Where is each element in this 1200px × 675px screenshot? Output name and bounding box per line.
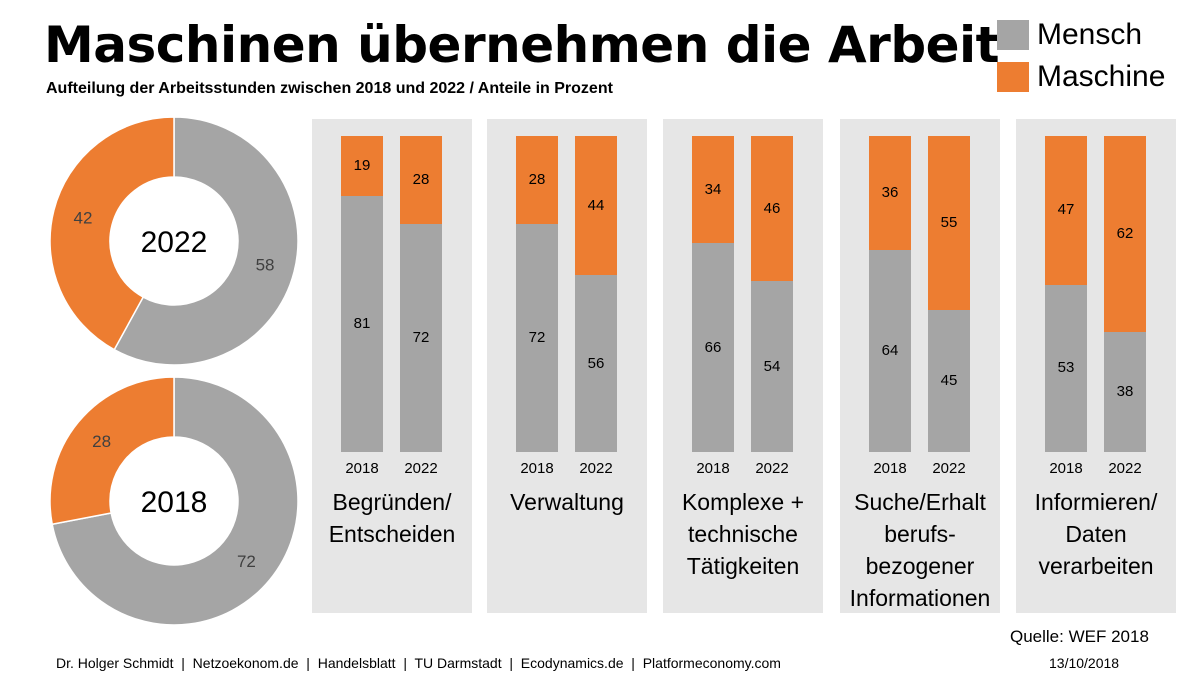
donut-svg-2022: 58 42 2022	[49, 116, 299, 366]
bar-segment-maschine	[869, 136, 911, 250]
bar-panel: 28 72 2018 44 56 2022 Verwaltung	[487, 119, 647, 613]
bar-segment-maschine	[341, 136, 383, 197]
donut-slice-maschine	[49, 376, 175, 526]
donut-value-label-mensch: 72	[237, 552, 256, 571]
donut-chart-2018: 72 28 2018	[48, 375, 300, 627]
bar-segment-maschine	[928, 136, 970, 310]
chart-title: Maschinen übernehmen die Arbeit	[44, 16, 1000, 74]
bar-year-label: 2022	[932, 460, 966, 477]
bar-segment-mensch	[516, 224, 558, 452]
bar-segment-maschine	[575, 136, 617, 276]
bar-year-label: 2022	[1108, 460, 1142, 477]
category-label: Informieren/ Daten verarbeiten	[1034, 489, 1158, 579]
bar-value-label-maschine: 55	[940, 213, 958, 231]
bar-value-label-mensch: 45	[940, 371, 958, 389]
legend-item-maschine: Maschine	[997, 56, 1165, 98]
donut-chart-2022: 58 42 2022	[48, 115, 300, 367]
stacked-bar-2022: 28 72	[400, 136, 442, 452]
bar-year-label: 2018	[873, 460, 907, 477]
bar-value-label-mensch: 56	[587, 354, 605, 372]
bar-segment-maschine	[692, 136, 734, 244]
bar-segment-maschine	[751, 136, 793, 282]
bar-year-label: 2018	[1049, 460, 1083, 477]
bar-value-label-maschine: 36	[881, 183, 899, 201]
donut-center-label: 2018	[141, 486, 208, 519]
bar-segment-mensch	[692, 243, 734, 452]
bar-value-label-maschine: 47	[1057, 201, 1075, 219]
stacked-bar-2022: 44 56	[575, 136, 617, 452]
bar-panel: 34 66 2018 46 54 2022 Komplexe + technische Tä…	[663, 119, 823, 613]
bar-value-label-mensch: 54	[763, 357, 781, 375]
bar-value-label-mensch: 66	[704, 338, 722, 356]
stacked-bar-2018: 28 72	[516, 136, 558, 452]
donut-value-label-mensch: 58	[256, 255, 275, 274]
bar-segment-maschine	[400, 136, 442, 225]
bar-segment-maschine	[516, 136, 558, 225]
bar-value-label-mensch: 64	[881, 341, 899, 359]
bar-value-label-maschine: 19	[353, 157, 371, 175]
bar-segment-mensch	[575, 275, 617, 452]
bar-segment-maschine	[1104, 136, 1146, 332]
bar-segment-mensch	[869, 249, 911, 452]
category-label: Suche/Erhalt berufs- bezogener Informati…	[849, 489, 991, 611]
bar-year-label: 2018	[345, 460, 379, 477]
footer-date: 13/10/2018	[1049, 655, 1120, 671]
bar-year-label: 2022	[404, 460, 438, 477]
bar-panel: 19 81 2018 28 72 2022 Begründen/ Entscheiden	[312, 119, 472, 613]
donut-slice-mensch	[113, 116, 299, 366]
bar-value-label-mensch: 72	[528, 329, 546, 347]
donut-slice-maschine	[49, 116, 175, 351]
bar-segment-mensch	[341, 196, 383, 452]
bar-segment-mensch	[928, 309, 970, 452]
bar-value-label-mensch: 81	[353, 315, 371, 333]
bar-segment-mensch	[751, 281, 793, 452]
category-label: Komplexe + technische Tätigkeiten	[681, 489, 805, 579]
bar-segment-mensch	[1104, 331, 1146, 452]
stacked-bar-2022: 55 45	[928, 136, 970, 452]
donut-svg-2018: 72 28 2018	[49, 376, 299, 626]
chart-subtitle: Aufteilung der Arbeitsstunden zwischen 2…	[46, 80, 613, 97]
bar-value-label-maschine: 46	[763, 199, 781, 217]
bar-value-label-maschine: 28	[412, 171, 430, 189]
legend-swatch-maschine	[997, 62, 1029, 92]
bar-panel: 36 64 2018 55 45 2022 Suche/Erhalt berufs- bez…	[840, 119, 1000, 613]
stacked-bar-2018: 36 64	[869, 136, 911, 452]
bar-segment-mensch	[400, 224, 442, 452]
donut-value-label-maschine: 28	[92, 432, 111, 451]
bar-year-label: 2018	[520, 460, 554, 477]
source-note: Quelle: WEF 2018	[1010, 627, 1149, 646]
bar-value-label-maschine: 28	[528, 171, 546, 189]
legend: Mensch Maschine	[997, 14, 1165, 98]
bar-value-label-maschine: 34	[704, 180, 722, 198]
bar-year-label: 2022	[579, 460, 613, 477]
donut-center-label: 2022	[141, 226, 208, 259]
bar-year-label: 2018	[696, 460, 730, 477]
bar-value-label-mensch: 38	[1116, 382, 1134, 400]
stacked-bar-2018: 19 81	[341, 136, 383, 452]
category-label: Verwaltung	[510, 489, 624, 515]
bar-value-label-mensch: 72	[412, 329, 430, 347]
category-label: Begründen/ Entscheiden	[328, 489, 456, 547]
stacked-bar-2022: 62 38	[1104, 136, 1146, 452]
bar-segment-maschine	[1045, 136, 1087, 285]
bar-segment-mensch	[1045, 284, 1087, 452]
legend-item-mensch: Mensch	[997, 14, 1165, 56]
bar-value-label-mensch: 53	[1057, 359, 1075, 377]
bar-year-label: 2022	[755, 460, 789, 477]
legend-label-maschine: Maschine	[1037, 60, 1166, 93]
stacked-bar-2022: 46 54	[751, 136, 793, 452]
bar-value-label-maschine: 44	[587, 196, 605, 214]
stacked-bar-2018: 34 66	[692, 136, 734, 452]
stacked-bar-2018: 47 53	[1045, 136, 1087, 452]
footer-credits: Dr. Holger Schmidt | Netzoekonom.de | Ha…	[56, 655, 781, 671]
legend-label-mensch: Mensch	[1037, 18, 1143, 51]
bar-value-label-maschine: 62	[1116, 224, 1134, 242]
bar-panel: 47 53 2018 62 38 2022 Informieren/ Daten verar…	[1016, 119, 1176, 613]
donut-value-label-maschine: 42	[73, 209, 92, 228]
donut-slice-mensch	[51, 376, 299, 626]
legend-swatch-mensch	[997, 20, 1029, 50]
